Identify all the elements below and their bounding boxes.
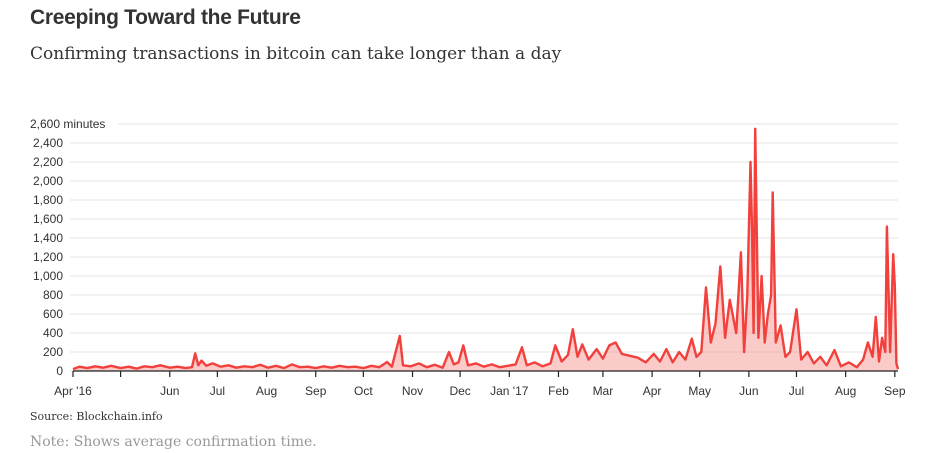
series-line xyxy=(72,127,900,371)
x-tick-label: May xyxy=(688,384,711,398)
x-tick-label: Mar xyxy=(593,384,614,398)
chart-title: Creeping Toward the Future xyxy=(30,6,301,29)
x-tick-label: Dec xyxy=(449,384,470,398)
x-tick-label: Feb xyxy=(548,384,569,398)
y-tick-label: 2,600 minutes xyxy=(30,117,105,131)
chart-subtitle: Confirming transactions in bitcoin can t… xyxy=(30,44,562,64)
x-tick-label: Sep xyxy=(884,384,906,398)
y-tick-label: 800 xyxy=(43,288,63,302)
y-tick-label: 400 xyxy=(43,326,63,340)
y-tick-label: 1,800 xyxy=(33,193,63,207)
y-tick-label: 1,000 xyxy=(33,269,63,283)
y-tick-label: 2,000 xyxy=(33,174,63,188)
y-tick-label: 600 xyxy=(43,307,63,321)
x-tick-label: Aug xyxy=(256,384,277,398)
series-area xyxy=(72,127,900,371)
source-note: Source: Blockchain.info xyxy=(30,410,163,423)
x-tick-label: Apr xyxy=(643,384,662,398)
x-tick-label: Apr '16 xyxy=(54,384,92,398)
x-tick-label: Jan '17 xyxy=(490,384,529,398)
x-tick-label: Aug xyxy=(835,384,856,398)
x-tick-label: Nov xyxy=(402,384,423,398)
y-tick-label: 1,600 xyxy=(33,212,63,226)
y-tick-label: 0 xyxy=(56,364,63,378)
x-tick-label: Jul xyxy=(789,384,804,398)
y-tick-label: 1,200 xyxy=(33,250,63,264)
y-tick-label: 2,400 xyxy=(33,136,63,150)
y-tick-label: 1,400 xyxy=(33,231,63,245)
x-axis: Apr '16 Jun Jul Aug Sep Oct Nov Dec Jan '17 Feb Ma… xyxy=(54,370,906,398)
x-tick-label: Oct xyxy=(354,384,373,398)
y-axis: 0 200 400 600 800 1,000 1,200 1,400 1,600 1,800 2,… xyxy=(30,117,105,378)
y-tick-label: 2,200 xyxy=(33,155,63,169)
y-tick-label: 200 xyxy=(43,345,63,359)
footnote: Note: Shows average confirmation time. xyxy=(30,434,317,450)
x-tick-label: Jun xyxy=(739,384,758,398)
x-tick-label: Jul xyxy=(210,384,225,398)
x-tick-label: Jun xyxy=(160,384,179,398)
x-tick-label: Sep xyxy=(305,384,327,398)
